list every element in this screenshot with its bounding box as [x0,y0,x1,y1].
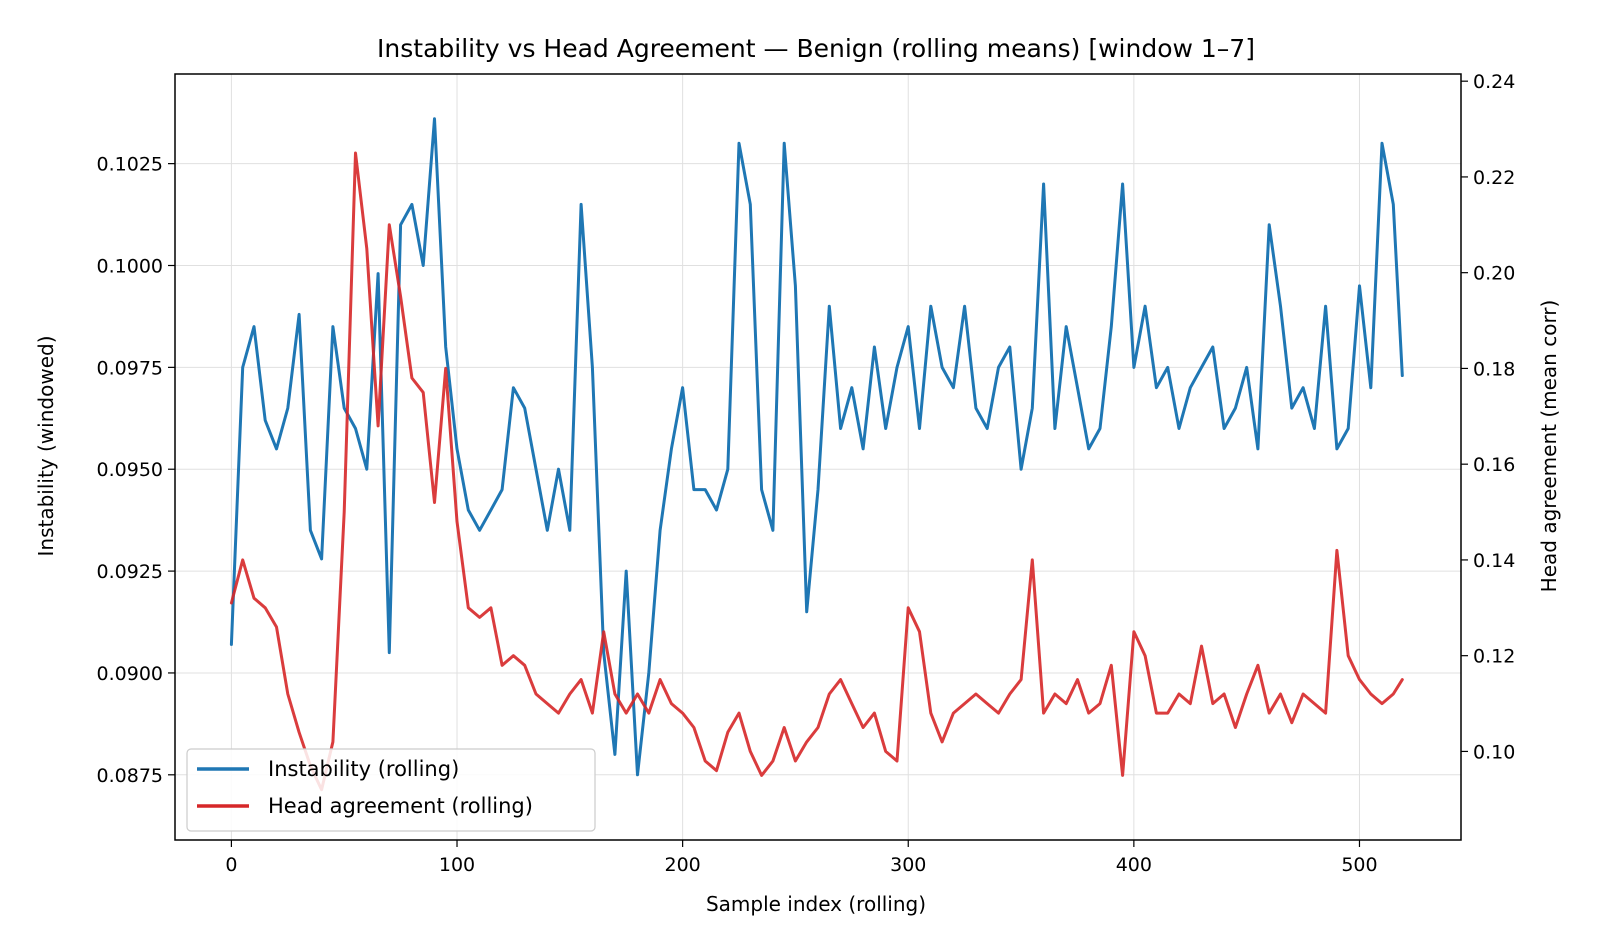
series-line-head-agreement [229,151,1404,792]
y2-tick-label: 0.10 [1473,741,1515,763]
y2-tick-label: 0.22 [1473,167,1515,189]
y-tick-label: 0.0950 [97,459,163,481]
legend-box [186,748,596,832]
y-tick-label: 0.0875 [97,765,163,787]
x-tick-label: 100 [439,854,475,876]
x-tick-label: 400 [1116,854,1152,876]
x-tick-label: 200 [664,854,700,876]
x-tick-label: 300 [890,854,926,876]
y2-tick-label: 0.14 [1473,550,1515,572]
chart-title: Instability vs Head Agreement — Benign (… [377,34,1255,63]
series-line-instability [229,117,1404,777]
x-axis-label: Sample index (rolling) [706,892,926,916]
y2-tick-label: 0.18 [1473,358,1515,380]
plot-frame [174,73,1462,841]
y-tick-label: 0.0925 [97,561,163,583]
legend-label-head-agreement: Head agreement (rolling) [268,794,533,818]
y2-tick-label: 0.12 [1473,646,1515,668]
y-tick-label: 0.0900 [97,663,163,685]
x-tick-label: 0 [225,854,237,876]
series-lines [229,117,1404,792]
y2-axis-label: Head agreement (mean corr) [1537,300,1561,593]
y-axis-right: 0.10 0.12 0.14 0.16 0.18 0.20 0.22 0.24 [1461,71,1515,763]
y2-tick-label: 0.16 [1473,454,1515,476]
y-tick-label: 0.1025 [97,154,163,176]
x-tick-label: 500 [1341,854,1377,876]
x-axis: 0 100 200 300 400 500 [225,840,1378,876]
y2-tick-label: 0.24 [1473,71,1515,93]
y-axis-left: 0.0875 0.0900 0.0925 0.0950 0.0975 0.1000 0.10… [97,154,175,787]
y-axis-label: Instability (windowed) [34,336,58,557]
legend-label-instability: Instability (rolling) [268,757,459,781]
y2-tick-label: 0.20 [1473,263,1515,285]
y-tick-label: 0.1000 [97,256,163,278]
legend: Instability (rolling) Head agreement (ro… [186,748,596,832]
y-tick-label: 0.0975 [97,357,163,379]
